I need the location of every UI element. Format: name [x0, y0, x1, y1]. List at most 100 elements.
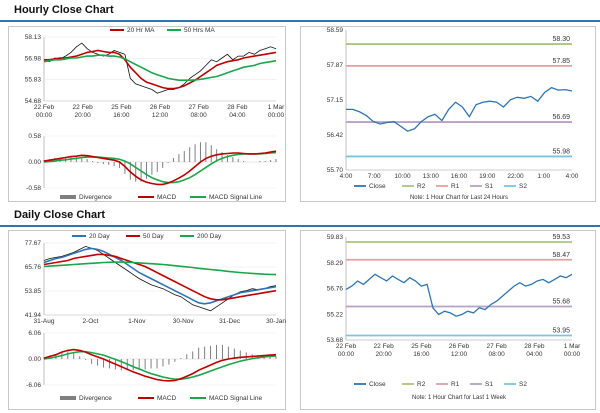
- hourly_levels-legend-label: R1: [451, 183, 460, 190]
- daily_price-x-tick-label: 2-Oct: [82, 318, 98, 325]
- daily_price-y-tick-label: 65.76: [25, 264, 42, 271]
- daily_levels-y-tick-label: 53.68: [327, 337, 344, 344]
- daily_macd-series-macd: [43, 348, 277, 382]
- daily_levels-level-label-s1: 55.68: [552, 299, 570, 306]
- daily_levels-series-close: [345, 273, 573, 317]
- daily_macd-legend-label: MACD Signal Line: [209, 395, 262, 402]
- daily_levels-x-tick-label: 25 Feb: [411, 343, 432, 350]
- daily_levels-x-tick-label: 1 Mar: [564, 343, 581, 350]
- daily_levels-level-label-r2: 59.53: [552, 234, 570, 241]
- hourly_levels-level-label-s1: 56.69: [552, 114, 570, 121]
- daily_price-x-tick-label: 31-Aug: [34, 318, 55, 325]
- daily_levels-x-tick-label: 22 Feb: [374, 343, 395, 350]
- daily_levels-x-tick-label: 20:00: [376, 351, 393, 358]
- daily_levels-legend-label: S1: [485, 381, 493, 388]
- hourly_levels-x-tick-label: 1:00: [537, 173, 550, 180]
- daily-section-title: Daily Close Chart: [14, 209, 106, 221]
- hourly_price-series-20-hr-ma: [44, 49, 277, 90]
- daily-title-underline: [0, 225, 600, 227]
- hourly_price-x-tick-label: 16:00: [113, 112, 130, 119]
- hourly_macd-legend-label: Divergence: [79, 194, 112, 201]
- daily_macd-legend-swatch: [60, 396, 76, 400]
- daily_levels-x-tick-label: 27 Feb: [487, 343, 508, 350]
- hourly_price-x-tick-label: 22 Feb: [73, 104, 94, 111]
- daily_price-series-200-day: [43, 261, 277, 276]
- daily_macd-y-tick-label: 0.00: [28, 356, 41, 363]
- daily-left-panel: [8, 230, 286, 410]
- hourly_levels-note: Note: 1 Hour Chart for Last 24 Hours: [410, 195, 508, 201]
- hourly_price-x-tick-label: 22 Feb: [34, 104, 55, 111]
- hourly_price-x-tick-label: 26 Feb: [150, 104, 171, 111]
- hourly_price-x-tick-label: 12:00: [152, 112, 169, 119]
- hourly_price-x-tick-label: 08:00: [191, 112, 208, 119]
- daily_price-legend-label: 50 Day: [143, 233, 164, 240]
- hourly_levels-x-tick-label: 7:00: [368, 173, 381, 180]
- hourly_price-x-tick-label: 04:00: [229, 112, 246, 119]
- daily_levels-x-tick-label: 28 Feb: [524, 343, 545, 350]
- daily_levels-note: Note: 1 Hour Chart for Last 1 Week: [412, 395, 507, 401]
- hourly_levels-series-close: [346, 86, 573, 132]
- hourly_price-legend-label: 50 Hrs MA: [184, 27, 215, 34]
- hourly_levels-y-tick-label: 57.87: [327, 62, 344, 69]
- daily_levels-level-label-r1: 58.47: [552, 252, 570, 259]
- daily_price-legend-label: 200 Day: [197, 233, 222, 240]
- hourly_price-series-50-hrs-ma: [43, 54, 277, 81]
- hourly_price-x-tick-label: 25 Feb: [111, 104, 132, 111]
- daily_levels-legend-label: R1: [451, 381, 460, 388]
- daily_price-x-tick-label: 30-Nov: [173, 318, 195, 325]
- hourly_price-y-tick-label: 56.98: [25, 55, 42, 62]
- daily_price-x-tick-label: 30-Jan: [266, 318, 286, 325]
- daily_macd-legend-label: MACD: [157, 395, 176, 402]
- hourly-levels-panel: [300, 26, 596, 202]
- daily_price-y-tick-label: 53.85: [25, 288, 42, 295]
- hourly_levels-x-tick-label: 16:00: [451, 173, 468, 180]
- hourly_price-y-tick-label: 55.83: [25, 77, 42, 84]
- hourly_levels-x-tick-label: 4:00: [340, 173, 353, 180]
- daily_levels-x-tick-label: 00:00: [564, 351, 581, 358]
- hourly_price-x-tick-label: 1 Mar: [268, 104, 285, 111]
- hourly_levels-y-tick-label: 55.70: [327, 167, 344, 174]
- hourly_levels-y-tick-label: 56.42: [327, 132, 344, 139]
- hourly_macd-legend-label: MACD: [157, 194, 176, 201]
- daily_macd-legend-label: Divergence: [79, 395, 112, 402]
- daily_price-x-tick-label: 31-Dec: [219, 318, 241, 325]
- daily_macd-y-tick-label: 6.06: [28, 330, 41, 337]
- daily_levels-legend-label: Close: [369, 381, 386, 388]
- hourly_levels-y-tick-label: 58.59: [327, 27, 344, 34]
- hourly_price-y-tick-label: 58.13: [25, 34, 42, 41]
- hourly_levels-level-label-s2: 55.98: [552, 148, 570, 155]
- daily_price-legend-label: 20 Day: [89, 233, 110, 240]
- hourly_levels-level-label-r2: 58.30: [552, 36, 570, 43]
- hourly_levels-legend-label: Close: [369, 183, 386, 190]
- hourly_price-x-tick-label: 28 Feb: [227, 104, 248, 111]
- daily_price-x-tick-label: 1-Nov: [128, 318, 146, 325]
- daily_levels-y-tick-label: 59.83: [327, 234, 344, 241]
- hourly_levels-x-tick-label: 4:00: [566, 173, 579, 180]
- hourly_macd-legend-swatch: [60, 195, 76, 199]
- hourly_levels-legend-label: S2: [519, 183, 527, 190]
- daily_price-series-50-day: [43, 253, 277, 301]
- hourly_macd-series-macd: [43, 150, 277, 186]
- hourly_macd-series-signal: [43, 151, 277, 184]
- hourly_levels-level-label-r1: 57.85: [552, 58, 570, 65]
- daily_levels-y-tick-label: 56.76: [327, 286, 344, 293]
- hourly_levels-legend-label: S1: [485, 183, 493, 190]
- hourly_price-y-tick-label: 54.68: [25, 98, 42, 105]
- hourly_levels-legend-label: R2: [417, 183, 426, 190]
- hourly_price-x-tick-label: 27 Feb: [189, 104, 210, 111]
- hourly-title-underline: [0, 20, 600, 22]
- daily_levels-x-tick-label: 16:00: [413, 351, 430, 358]
- hourly_price-legend-label: 20 Hr MA: [127, 27, 155, 34]
- daily_levels-x-tick-label: 00:00: [338, 351, 355, 358]
- hourly_price-x-tick-label: 20:00: [75, 112, 92, 119]
- daily_macd-series-signal: [43, 350, 277, 381]
- daily_price-y-tick-label: 77.67: [25, 240, 42, 247]
- daily_levels-x-tick-label: 22 Feb: [336, 343, 357, 350]
- daily_levels-x-tick-label: 12:00: [451, 351, 468, 358]
- hourly_price-x-tick-label: 00:00: [268, 112, 285, 119]
- hourly_levels-x-tick-label: 22:00: [507, 173, 524, 180]
- daily_levels-legend-label: R2: [417, 381, 426, 388]
- daily_levels-legend-label: S2: [519, 381, 527, 388]
- hourly_macd-y-tick-label: 0.00: [28, 159, 41, 166]
